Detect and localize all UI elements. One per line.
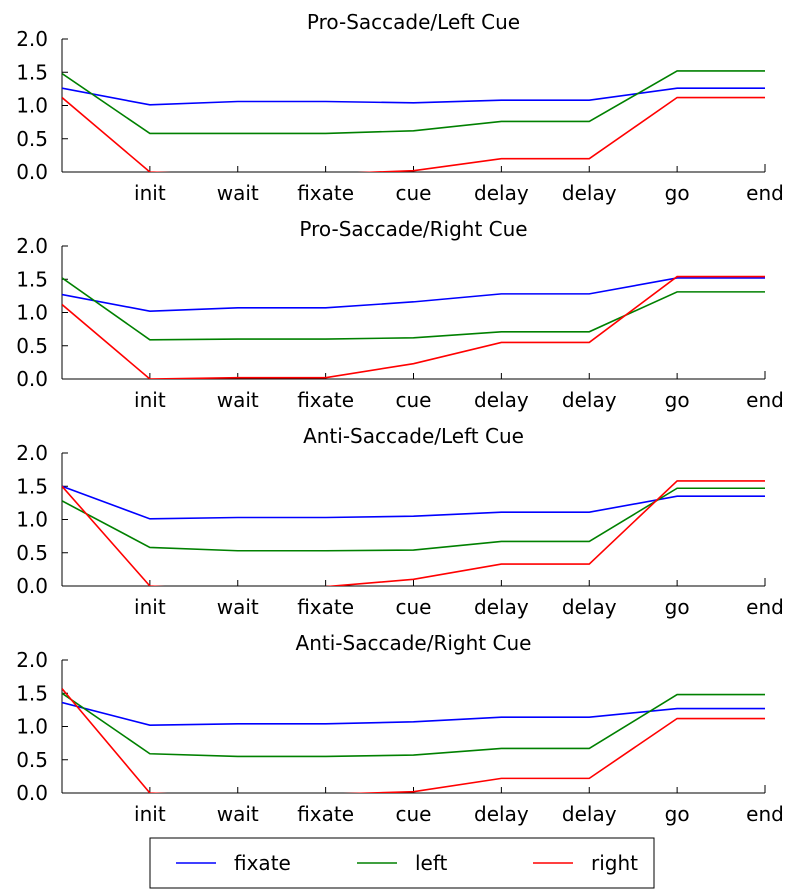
series-line-fixate [62,701,765,726]
chart-title: Pro-Saccade/Right Cue [299,217,527,241]
legend: fixate left right [149,837,655,889]
y-tick-label: 0.0 [16,781,48,805]
chart-panel-2: Pro-Saccade/Right Cue 0.0 0.5 1.0 1.5 2.0 init… [16,217,784,412]
chart-panel-1: Pro-Saccade/Left Cue 0.0 0.5 1.0 1.5 2.0 init w… [16,10,784,205]
x-tick-label: go [665,181,690,205]
x-tick-label: cue [396,802,432,826]
x-tick-label: fixate [297,181,354,205]
series-line-left [62,70,765,135]
y-tick-label: 0.5 [16,541,48,565]
x-tick-label: delay [562,802,617,826]
chart-panel-4: Anti-Saccade/Right Cue 0.0 0.5 1.0 1.5 2.0 ini… [16,631,784,826]
x-tick-label: fixate [297,388,354,412]
x-tick-label: delay [474,595,529,619]
y-tick-label: 1.0 [16,94,48,118]
y-tick-label: 0.5 [16,748,48,772]
series-line-left [62,277,765,341]
y-tick-label: 1.0 [16,715,48,739]
x-tick-label: init [134,181,166,205]
y-tick-label: 0.0 [16,160,48,184]
x-tick-label: delay [562,595,617,619]
series-line-fixate [62,485,765,520]
y-tick-label: 0.5 [16,334,48,358]
x-tick-label: end [746,802,784,826]
x-tick-label: end [746,181,784,205]
x-tick-label: delay [474,181,529,205]
series-group [62,70,765,172]
x-tick-label: wait [217,181,259,205]
x-tick-label: end [746,595,784,619]
series-line-left [62,692,765,758]
y-tick-label: 1.0 [16,301,48,325]
y-tick-label: 1.0 [16,508,48,532]
series-group [62,688,765,793]
y-tick-label: 1.5 [16,267,48,291]
y-tick-label: 2.0 [16,27,48,51]
legend-label-right: right [591,851,638,875]
chart-panel-3: Anti-Saccade/Left Cue 0.0 0.5 1.0 1.5 2.0 init… [16,424,784,619]
y-tick-label: 2.0 [16,234,48,258]
series-line-fixate [62,87,765,106]
series-line-right [62,480,765,586]
x-tick-label: fixate [297,802,354,826]
y-tick-label: 2.0 [16,441,48,465]
x-tick-label: cue [396,388,432,412]
y-tick-label: 1.5 [16,474,48,498]
y-tick-label: 0.5 [16,127,48,151]
x-tick-label: delay [474,388,529,412]
x-tick-label: go [665,595,690,619]
x-tick-label: fixate [297,595,354,619]
series-group [62,480,765,586]
legend-label-fixate: fixate [234,851,291,875]
series-line-right [62,688,765,793]
x-tick-label: delay [562,388,617,412]
y-tick-label: 1.5 [16,681,48,705]
x-tick-label: cue [396,181,432,205]
y-tick-label: 1.5 [16,60,48,84]
x-tick-label: init [134,802,166,826]
legend-label-left: left [415,851,448,875]
x-tick-label: wait [217,802,259,826]
chart-title: Anti-Saccade/Right Cue [296,631,532,655]
x-tick-label: wait [217,595,259,619]
series-line-left [62,487,765,552]
y-tick-label: 0.0 [16,367,48,391]
chart-title: Anti-Saccade/Left Cue [303,424,524,448]
y-tick-label: 0.0 [16,574,48,598]
x-tick-label: cue [396,595,432,619]
series-line-right [62,275,765,379]
x-tick-label: wait [217,388,259,412]
x-tick-label: delay [474,802,529,826]
x-tick-label: go [665,802,690,826]
series-group [62,275,765,379]
chart-title: Pro-Saccade/Left Cue [307,10,520,34]
y-tick-label: 2.0 [16,648,48,672]
x-tick-label: init [134,595,166,619]
legend-box [149,837,655,889]
x-tick-label: go [665,388,690,412]
x-tick-label: end [746,388,784,412]
x-tick-label: init [134,388,166,412]
x-tick-label: delay [562,181,617,205]
series-line-fixate [62,277,765,312]
series-line-right [62,96,765,172]
